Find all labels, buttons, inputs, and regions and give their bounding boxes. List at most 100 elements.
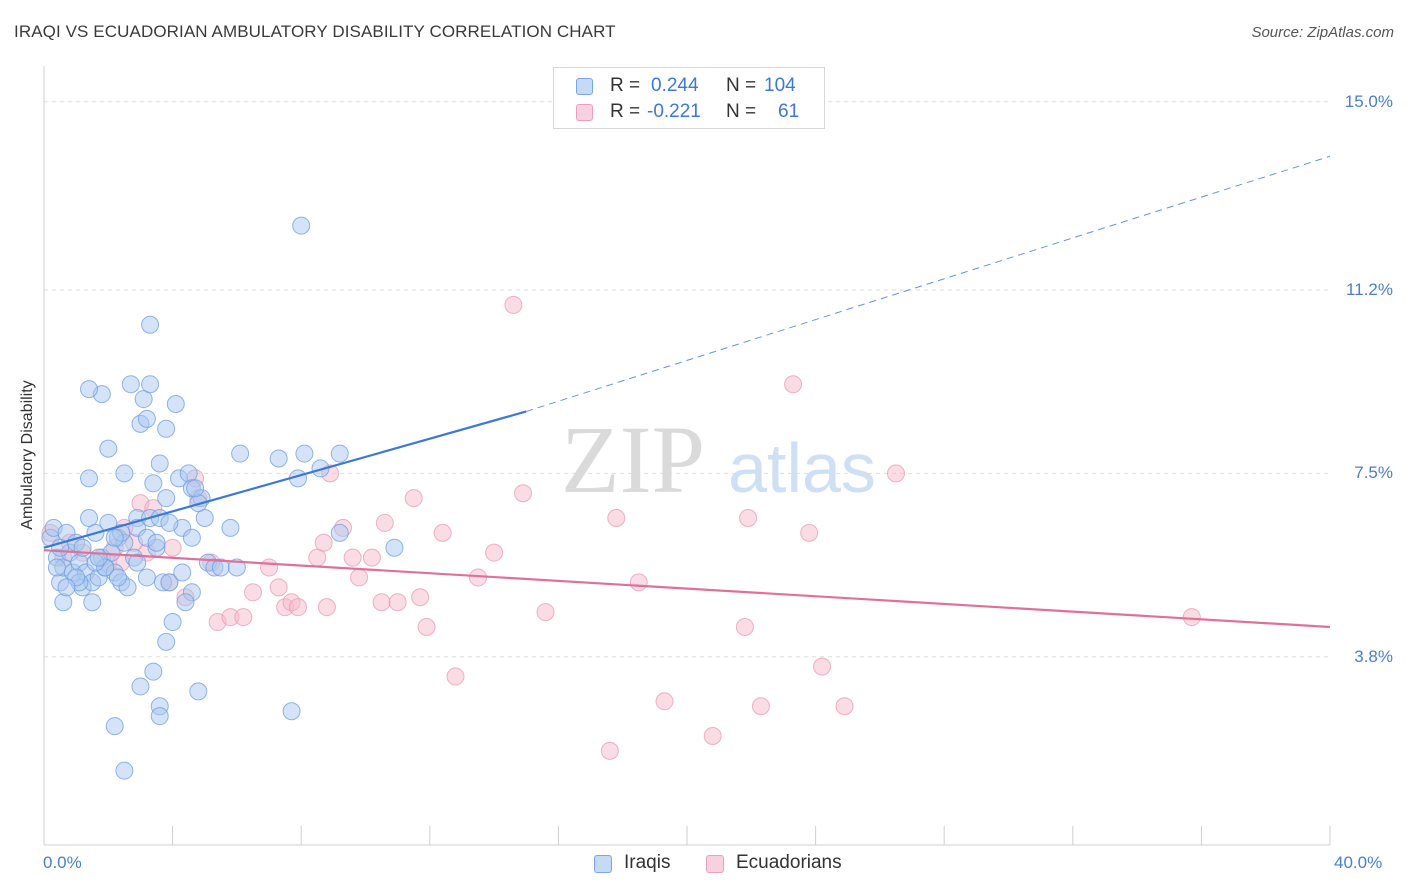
ecuadorians-point bbox=[260, 558, 279, 577]
bottom-legend-swatch-blue bbox=[594, 855, 612, 873]
iraqis-point bbox=[115, 761, 134, 780]
legend-r-value: -0.221 bbox=[647, 101, 701, 122]
ecuadorians-point bbox=[800, 523, 819, 542]
y-tick-label: 3.8% bbox=[1354, 646, 1393, 666]
iraqis-point bbox=[115, 464, 134, 483]
iraqis-point bbox=[157, 419, 176, 438]
iraqis-point bbox=[137, 568, 156, 587]
legend-r-value: 0.244 bbox=[651, 75, 699, 96]
ecuadorians-point bbox=[269, 578, 288, 597]
trend-lines bbox=[43, 155, 1331, 629]
ecuadorians-point bbox=[813, 657, 832, 676]
ecuadorians-point bbox=[411, 588, 430, 607]
iraqis-point bbox=[186, 479, 205, 498]
iraqis-point bbox=[157, 489, 176, 508]
ecuadorians-point bbox=[375, 513, 394, 532]
iraqis-point bbox=[173, 563, 192, 582]
legend-r-label: R = bbox=[610, 75, 641, 96]
ecuadorians-point bbox=[739, 508, 758, 527]
legend: R = 0.244 N = 104 R = -0.221 N = 61 bbox=[553, 67, 825, 129]
y-tick-label: 15.0% bbox=[1344, 91, 1393, 111]
ecuadorians-point bbox=[404, 489, 423, 508]
bottom-legend-swatch-pink bbox=[706, 855, 724, 873]
iraqis-point bbox=[231, 444, 250, 463]
iraqis-point bbox=[105, 528, 124, 547]
ecuadorians-point bbox=[288, 598, 307, 617]
iraqis-point bbox=[269, 449, 288, 468]
iraqis-point bbox=[108, 568, 127, 587]
ecuadorians-point bbox=[372, 593, 391, 612]
ecuadorians-point bbox=[607, 508, 626, 527]
iraqis-point bbox=[330, 444, 349, 463]
ecuadorians-point bbox=[751, 697, 770, 716]
legend-n-value: 104 bbox=[764, 75, 796, 96]
iraqis-point bbox=[144, 474, 163, 493]
iraqis-point bbox=[147, 533, 166, 552]
iraqis-point bbox=[160, 513, 179, 532]
watermark-zip: ZIP bbox=[561, 406, 705, 513]
ecuadorians-point bbox=[234, 608, 253, 627]
iraqis-point bbox=[150, 707, 169, 726]
legend-n-label: N = bbox=[726, 101, 757, 122]
iraqis-trend-extension bbox=[526, 155, 1331, 412]
legend-n-value: 61 bbox=[778, 101, 800, 122]
iraqis-point bbox=[292, 216, 311, 235]
ecuadorians-point bbox=[600, 741, 619, 760]
iraqis-point bbox=[47, 558, 66, 577]
iraqis-trend-line bbox=[43, 410, 527, 549]
watermark: ZIP atlas bbox=[561, 406, 876, 513]
iraqis-point bbox=[137, 409, 156, 428]
iraqis-point bbox=[182, 528, 201, 547]
ecuadorians-point bbox=[388, 593, 407, 612]
bottom-legend-label-ecuadorians: Ecuadorians bbox=[736, 852, 842, 873]
iraqis-point bbox=[99, 439, 118, 458]
iraqis-point bbox=[195, 508, 214, 527]
iraqis-point bbox=[282, 702, 301, 721]
legend-n-label: N = bbox=[726, 75, 757, 96]
ecuadorians-point bbox=[835, 697, 854, 716]
iraqis-point bbox=[89, 548, 108, 567]
iraqis-point bbox=[311, 459, 330, 478]
ecuadorians-point bbox=[655, 692, 674, 711]
iraqis-point bbox=[121, 375, 140, 394]
ecuadorians-point bbox=[362, 548, 381, 567]
iraqis-point bbox=[54, 593, 73, 612]
legend-swatch-blue bbox=[576, 78, 593, 95]
legend-r-label: R = bbox=[610, 101, 641, 122]
ecuadorians-point bbox=[1182, 608, 1201, 627]
ecuadorians-trend-line bbox=[43, 549, 1331, 629]
iraqis-point bbox=[189, 682, 208, 701]
iraqis-point bbox=[80, 508, 99, 527]
ecuadorians-point bbox=[504, 295, 523, 314]
y-tick-label: 11.2% bbox=[1346, 280, 1393, 300]
iraqis-point bbox=[141, 315, 160, 334]
watermark-atlas: atlas bbox=[728, 429, 876, 507]
iraqis-point bbox=[163, 613, 182, 632]
iraqis-point bbox=[80, 380, 99, 399]
axes bbox=[43, 66, 1331, 846]
ecuadorians-point bbox=[886, 464, 905, 483]
y-axis-label: Ambulatory Disability bbox=[19, 380, 36, 530]
iraqis-point bbox=[141, 375, 160, 394]
legend-swatch-pink bbox=[576, 104, 593, 121]
ecuadorians-point bbox=[446, 667, 465, 686]
iraqis-point bbox=[176, 593, 195, 612]
iraqis-point bbox=[99, 513, 118, 532]
x-tick-label-max: 40.0% bbox=[1334, 853, 1383, 872]
ecuadorians-point bbox=[433, 523, 452, 542]
iraqis-point bbox=[330, 523, 349, 542]
iraqis-point bbox=[57, 578, 76, 597]
ecuadorians-point bbox=[350, 568, 369, 587]
iraqis-point bbox=[385, 538, 404, 557]
ecuadorians-points bbox=[41, 295, 1201, 760]
ecuadorians-point bbox=[243, 583, 262, 602]
y-tick-label: 7.5% bbox=[1354, 463, 1393, 483]
x-tick-label-min: 0.0% bbox=[43, 853, 82, 872]
ecuadorians-point bbox=[784, 375, 803, 394]
chart-source: Source: ZipAtlas.com bbox=[1251, 24, 1394, 41]
iraqis-point bbox=[144, 662, 163, 681]
ecuadorians-point bbox=[343, 548, 362, 567]
ecuadorians-point bbox=[317, 598, 336, 617]
iraqis-point bbox=[157, 632, 176, 651]
